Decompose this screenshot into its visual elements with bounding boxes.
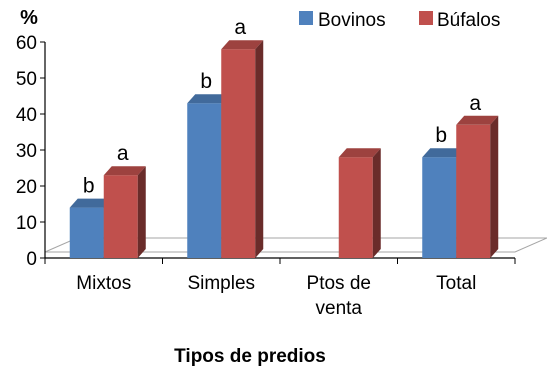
legend-swatch-bovinos	[299, 11, 313, 25]
bar-búfalos	[103, 166, 146, 258]
y-axis-label: %	[20, 7, 38, 29]
y-tick-label: 0	[26, 249, 37, 270]
bar-búfalos	[338, 148, 381, 258]
y-tick-label: 20	[16, 177, 37, 198]
category-label: venta	[316, 298, 363, 319]
y-tick-label: 50	[16, 69, 37, 90]
significance-letter: a	[234, 16, 246, 39]
significance-letter: b	[200, 70, 212, 93]
category-label: Simples	[187, 273, 255, 294]
bar-top	[221, 40, 264, 50]
bars	[69, 40, 499, 259]
category-label: Ptos de	[307, 273, 371, 294]
significance-letter: b	[83, 175, 95, 198]
bar-front	[422, 157, 457, 258]
significance-letter: b	[435, 124, 447, 147]
category-label: Mixtos	[76, 273, 131, 294]
y-tick-label: 60	[16, 33, 37, 54]
bar-front	[69, 207, 104, 258]
bar-front	[456, 124, 491, 258]
bar-side	[490, 115, 499, 258]
legend: Bovinos Búfalos	[299, 10, 500, 31]
bar-side	[255, 40, 264, 259]
legend-label-bovinos: Bovinos	[318, 10, 386, 31]
significance-letter: a	[469, 92, 481, 115]
bar-top	[187, 94, 230, 104]
bar-top	[456, 115, 499, 125]
significance-letter: a	[117, 142, 129, 165]
legend-swatch-bufalos	[419, 11, 433, 25]
x-axis-label: Tipos de predios	[174, 346, 326, 367]
bar-front	[221, 49, 256, 259]
bar-front	[103, 175, 138, 258]
bar-top	[69, 198, 112, 208]
bar-búfalos	[221, 40, 264, 259]
category-label: Total	[436, 273, 476, 294]
y-tick-label: 10	[16, 213, 37, 234]
bar-top	[338, 148, 381, 158]
y-tick-label: 30	[16, 141, 37, 162]
bar-front	[187, 103, 222, 258]
bar-front	[338, 157, 373, 258]
bar-side	[372, 148, 381, 258]
legend-label-bufalos: Búfalos	[437, 10, 500, 31]
y-tick-label: 40	[16, 105, 37, 126]
bar-side	[137, 166, 146, 258]
bar-top	[422, 148, 465, 158]
bar-búfalos	[456, 115, 499, 258]
axes: 0 10 20 30 40 50 60	[16, 33, 516, 270]
bar-top	[103, 166, 146, 176]
